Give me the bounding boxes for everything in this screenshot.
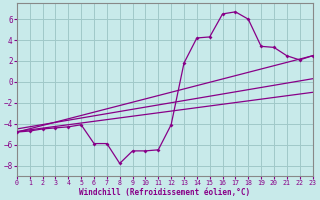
X-axis label: Windchill (Refroidissement éolien,°C): Windchill (Refroidissement éolien,°C) <box>79 188 250 197</box>
